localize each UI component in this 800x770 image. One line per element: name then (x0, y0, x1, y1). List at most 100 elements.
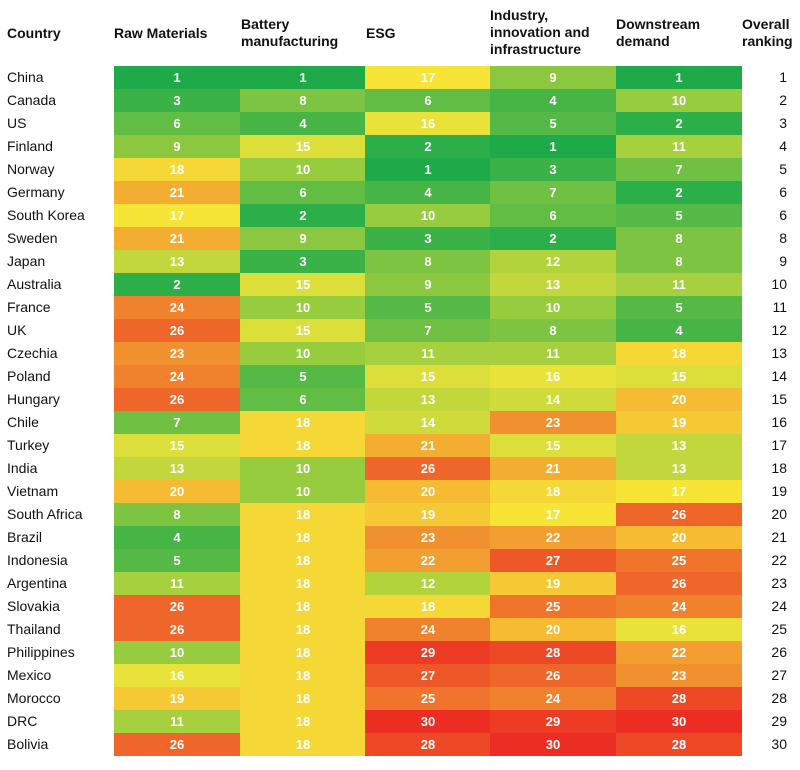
heatmap-cell: 22 (616, 641, 742, 664)
heatmap-cell: 26 (114, 733, 240, 756)
heatmap-cell: 18 (240, 641, 366, 664)
country-label: Germany (7, 184, 65, 200)
heatmap-cell: 8 (490, 319, 616, 342)
overall-rank: 18 (771, 460, 787, 476)
country-label: China (7, 69, 44, 85)
heatmap-cell: 26 (616, 503, 742, 526)
heatmap-cell: 2 (240, 204, 366, 227)
country-label: Bolivia (7, 736, 49, 752)
heatmap-cell: 11 (114, 572, 240, 595)
heatmap-cell: 26 (365, 457, 491, 480)
country-label: Slovakia (7, 598, 60, 614)
heatmap-cell: 17 (114, 204, 240, 227)
country-label: Philippines (7, 644, 75, 660)
heatmap-cell: 13 (490, 273, 616, 296)
heatmap-cell: 20 (616, 388, 742, 411)
heatmap-cell: 21 (365, 434, 491, 457)
heatmap-cell: 7 (365, 319, 491, 342)
heatmap-cell: 22 (365, 549, 491, 572)
heatmap-cell: 18 (240, 411, 366, 434)
heatmap-cell: 9 (240, 227, 366, 250)
heatmap-cell: 14 (490, 388, 616, 411)
heatmap-cell: 19 (490, 572, 616, 595)
overall-rank: 5 (779, 161, 787, 177)
heatmap-cell: 10 (616, 89, 742, 112)
heatmap-cell: 11 (616, 273, 742, 296)
heatmap-cell: 3 (114, 89, 240, 112)
heatmap-cell: 18 (114, 158, 240, 181)
heatmap-cell: 15 (114, 434, 240, 457)
country-label: Finland (7, 138, 53, 154)
heatmap-cell: 3 (365, 227, 491, 250)
heatmap-cell: 15 (240, 135, 366, 158)
heatmap-cell: 10 (240, 158, 366, 181)
heatmap-cell: 8 (114, 503, 240, 526)
heatmap-cell: 7 (616, 158, 742, 181)
heatmap-cell: 24 (114, 296, 240, 319)
heatmap-cell: 18 (240, 549, 366, 572)
heatmap-cell: 16 (616, 618, 742, 641)
overall-rank: 6 (779, 207, 787, 223)
heatmap-cell: 7 (490, 181, 616, 204)
heatmap-cell: 28 (365, 733, 491, 756)
heatmap-cell: 13 (114, 457, 240, 480)
heatmap-cell: 10 (240, 480, 366, 503)
heatmap-cell: 18 (240, 618, 366, 641)
heatmap-cell: 8 (616, 227, 742, 250)
heatmap-cell: 2 (616, 181, 742, 204)
overall-rank: 30 (771, 736, 787, 752)
heatmap-cell: 1 (114, 66, 240, 89)
heatmap-cell: 10 (240, 342, 366, 365)
heatmap-cell: 21 (114, 227, 240, 250)
heatmap-cell: 20 (616, 526, 742, 549)
heatmap-cell: 24 (114, 365, 240, 388)
country-label: India (7, 460, 38, 476)
country-label: US (7, 115, 27, 131)
heatmap-cell: 4 (490, 89, 616, 112)
heatmap-cell: 1 (240, 66, 366, 89)
heatmap-cell: 18 (240, 710, 366, 733)
heatmap-cell: 30 (490, 733, 616, 756)
heatmap-cell: 19 (616, 411, 742, 434)
heatmap-cell: 18 (240, 664, 366, 687)
country-label: Chile (7, 414, 39, 430)
heatmap-cell: 6 (365, 89, 491, 112)
heatmap-cell: 20 (490, 618, 616, 641)
heatmap-cell: 5 (616, 296, 742, 319)
heatmap-cell: 5 (616, 204, 742, 227)
header-esg: ESG (366, 25, 396, 41)
heatmap-cell: 18 (240, 733, 366, 756)
heatmap-cell: 6 (240, 388, 366, 411)
heatmap-cell: 5 (114, 549, 240, 572)
heatmap-cell: 30 (616, 710, 742, 733)
overall-rank: 11 (772, 299, 787, 315)
heatmap-cell: 18 (240, 572, 366, 595)
heatmap-cell: 8 (240, 89, 366, 112)
overall-rank: 13 (771, 345, 787, 361)
heatmap-cell: 2 (365, 135, 491, 158)
overall-rank: 24 (771, 598, 787, 614)
heatmap-cell: 6 (490, 204, 616, 227)
heatmap-cell: 16 (490, 365, 616, 388)
heatmap-cell: 12 (365, 572, 491, 595)
overall-rank: 6 (779, 184, 787, 200)
country-label: Turkey (7, 437, 50, 453)
overall-rank: 25 (771, 621, 787, 637)
heatmap-cell: 27 (490, 549, 616, 572)
heatmap-cell: 15 (365, 365, 491, 388)
country-label: Japan (7, 253, 46, 269)
heatmap-cell: 13 (616, 434, 742, 457)
heatmap-cell: 10 (240, 296, 366, 319)
heatmap-cell: 13 (365, 388, 491, 411)
country-label: South Africa (7, 506, 83, 522)
heatmap-cell: 22 (490, 526, 616, 549)
heatmap-cell: 5 (365, 296, 491, 319)
heatmap-cell: 23 (490, 411, 616, 434)
overall-rank: 20 (771, 506, 787, 522)
heatmap-cell: 10 (114, 641, 240, 664)
heatmap-cell: 8 (616, 250, 742, 273)
heatmap-cell: 9 (114, 135, 240, 158)
heatmap-cell: 28 (616, 733, 742, 756)
heatmap-cell: 3 (240, 250, 366, 273)
heatmap-cell: 20 (365, 480, 491, 503)
